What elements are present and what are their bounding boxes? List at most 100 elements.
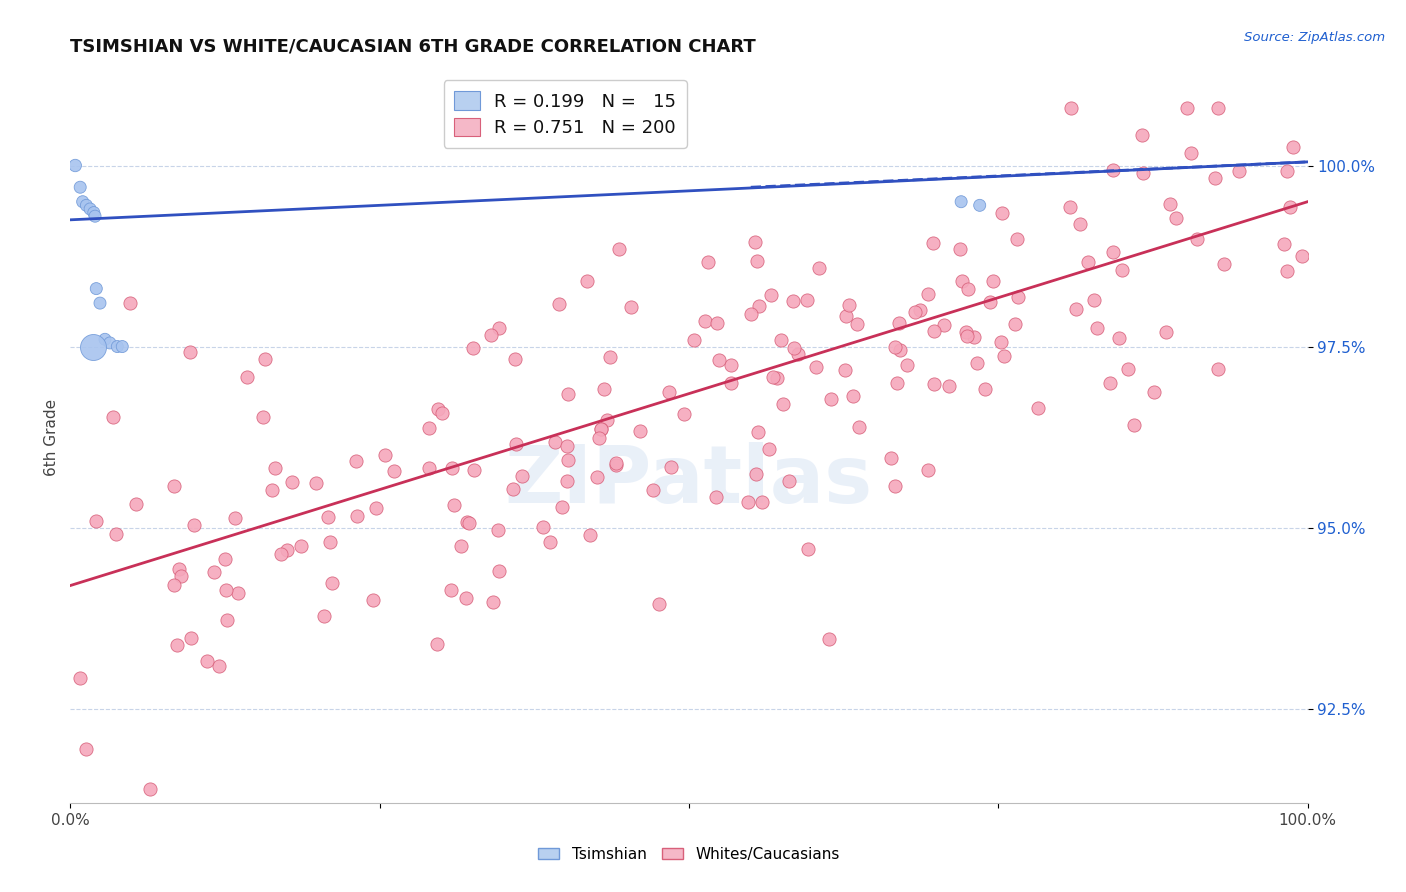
Point [744,467,766,481]
Point [344,454,367,468]
Point [488,564,510,578]
Point [440,583,463,598]
Point [263,460,285,475]
Point [1077,255,1099,269]
Point [586,469,609,483]
Point [957,282,980,296]
Point [427,401,450,416]
Point [737,495,759,509]
Point [548,296,571,310]
Point [1007,290,1029,304]
Point [707,352,730,367]
Point [89,296,111,310]
Point [917,287,939,301]
Point [848,420,870,434]
Point [1060,101,1083,115]
Point [1101,244,1123,259]
Point [950,194,973,209]
Point [555,439,578,453]
Point [720,358,742,372]
Point [783,342,806,356]
Point [770,333,793,347]
Point [983,274,1005,288]
Point [170,569,193,583]
Point [704,490,727,504]
Point [262,483,284,498]
Point [782,294,804,309]
Point [105,527,128,541]
Point [620,300,643,314]
Point [778,475,800,489]
Point [605,458,627,472]
Point [720,376,742,391]
Point [908,302,931,317]
Point [281,475,304,489]
Point [683,333,706,347]
Point [544,435,567,450]
Point [101,409,124,424]
Point [79,202,101,216]
Point [75,198,97,212]
Point [166,638,188,652]
Point [69,180,91,194]
Legend: Tsimshian, Whites/Caucasians: Tsimshian, Whites/Caucasians [531,841,846,868]
Point [374,448,396,462]
Point [290,539,312,553]
Point [1175,101,1198,115]
Point [83,205,105,219]
Point [163,479,186,493]
Point [1143,385,1166,400]
Point [949,242,972,256]
Point [440,460,463,475]
Point [551,500,574,514]
Point [458,516,481,530]
Point [1118,362,1140,376]
Point [889,343,911,357]
Point [98,335,121,350]
Point [1278,200,1301,214]
Point [846,317,869,331]
Point [482,595,505,609]
Point [921,236,943,251]
Point [314,608,336,623]
Point [772,397,794,411]
Point [605,456,627,470]
Point [834,363,856,377]
Point [426,636,449,650]
Point [215,582,238,597]
Point [461,341,484,355]
Point [758,442,780,457]
Point [75,742,97,756]
Point [418,420,440,434]
Point [884,340,907,354]
Point [1026,401,1049,416]
Point [969,198,991,212]
Point [366,501,388,516]
Point [955,325,977,339]
Point [105,340,128,354]
Point [1277,164,1299,178]
Point [163,578,186,592]
Point [797,541,820,556]
Point [84,209,107,223]
Point [236,370,259,384]
Point [693,314,716,328]
Point [180,631,202,645]
Point [950,274,973,288]
Point [963,330,986,344]
Point [418,460,440,475]
Point [481,328,503,343]
Point [744,235,766,249]
Point [1227,164,1250,178]
Point [84,282,107,296]
Point [817,632,839,646]
Point [1132,128,1154,143]
Point [786,347,808,361]
Point [589,422,612,436]
Point [463,463,485,477]
Point [804,360,827,375]
Point [628,424,651,438]
Point [1204,170,1226,185]
Point [974,382,997,396]
Text: TSIMSHIAN VS WHITE/CAUCASIAN 6TH GRADE CORRELATION CHART: TSIMSHIAN VS WHITE/CAUCASIAN 6TH GRADE C… [70,38,756,56]
